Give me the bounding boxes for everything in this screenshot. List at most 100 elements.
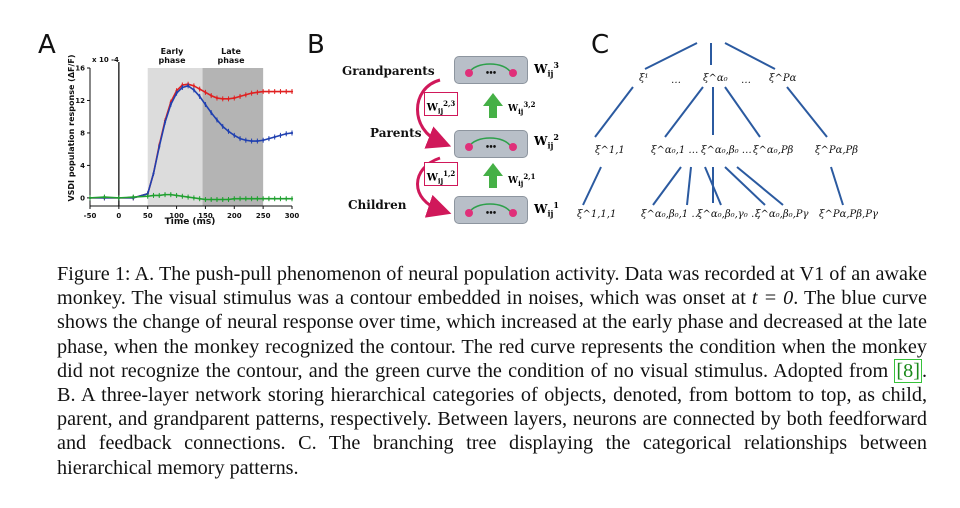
child-layer-box: ••• <box>454 196 528 224</box>
series-0-point <box>204 91 207 94</box>
tree-node-row2-4: ξ^α₀,Pβ <box>753 145 794 156</box>
series-2-point <box>204 198 207 201</box>
series-2-point <box>158 194 161 197</box>
x-tick-label: -50 <box>84 212 97 220</box>
y-tick-label: 12 <box>75 97 85 105</box>
series-1-point <box>158 145 161 148</box>
series-2-point <box>181 195 184 198</box>
parent-layer-box: ••• <box>454 130 528 158</box>
series-0-point <box>267 90 271 93</box>
series-1-point <box>262 139 265 142</box>
series-2-point <box>187 195 190 199</box>
figure-caption: Figure 1: A. The push-pull phenomenon of… <box>57 262 927 480</box>
layer-label-grandparents: Grandparents <box>342 64 435 78</box>
series-1-point <box>238 137 242 140</box>
feedforward-arrow-upper <box>483 93 503 118</box>
grandparent-layer-box: ••• <box>454 56 528 84</box>
series-1-point <box>279 134 282 137</box>
series-0-point <box>233 96 236 100</box>
series-2-point <box>290 197 294 200</box>
tree-node-row3-2: ξ^α₀,β₀,1 … <box>641 209 702 220</box>
x-tick-label: 300 <box>285 212 300 220</box>
series-0-point <box>215 96 219 100</box>
series-2-point <box>192 196 195 199</box>
tree-node-row2-5: ξ^Pα,Pβ <box>815 145 859 156</box>
series-0-point <box>210 94 213 97</box>
y-scale-label: x 10 -4 <box>92 56 119 64</box>
tree-node-row1-2: … <box>671 75 681 86</box>
caption-part-3: . B. A three-layer network storing hiera… <box>57 359 927 479</box>
series-2-point <box>152 194 155 197</box>
series-2-point <box>146 195 149 198</box>
feedback-arrow-upper <box>416 78 452 149</box>
tree-node-row2-1: ξ^1,1 <box>595 145 625 156</box>
tree-node-row1-3: ξ^α₀ <box>703 73 728 84</box>
feedback-weight-upper: Wij2,3 <box>424 92 458 116</box>
feedback-arrow-lower <box>416 156 452 218</box>
series-1-point <box>290 131 294 135</box>
series-1-point <box>175 92 178 95</box>
series-1-point <box>152 172 155 175</box>
series-0-point <box>279 90 282 93</box>
series-1-point <box>273 135 276 139</box>
y-tick-label: 8 <box>80 129 85 137</box>
x-tick-label: 50 <box>143 212 153 220</box>
y-axis-label: VSDI population response (ΔF/F) <box>67 54 76 201</box>
x-tick-label: 200 <box>227 212 242 220</box>
series-2-point <box>256 197 259 200</box>
tree-node-row2-2: ξ^α₀,1 … <box>651 145 699 156</box>
series-0-point <box>256 91 259 94</box>
series-0-point <box>290 90 294 93</box>
series-1-point <box>163 121 167 124</box>
caption-t-expression: t = 0 <box>751 287 794 310</box>
citation-link[interactable]: [8] <box>894 358 922 383</box>
phase-region-1 <box>202 68 264 206</box>
weight-label-w2: Wij2 <box>534 132 559 151</box>
tree-node-row2-3: ξ^α₀,β₀ … <box>701 145 752 156</box>
neuron-group-icon: ••• <box>465 203 517 219</box>
series-2-point <box>273 197 276 200</box>
late-phase-label-1: Late <box>221 47 241 56</box>
x-tick-label: 100 <box>169 212 184 220</box>
series-0-point <box>227 97 230 100</box>
tree-node-row3-3: ξ^α₀,β₀,γ₀ … <box>697 209 761 220</box>
series-2-point <box>88 196 92 199</box>
tree-node-row3-4: ξ^α₀,β₀,Pγ <box>755 209 809 220</box>
series-2-point <box>103 195 106 199</box>
series-2-point <box>244 197 247 200</box>
series-1-point <box>221 125 224 128</box>
layer-label-parents: Parents <box>370 126 422 140</box>
series-1-point <box>285 132 288 135</box>
series-1-point <box>233 134 236 137</box>
weight-label-w1: Wij1 <box>534 200 559 219</box>
late-phase-label-2: phase <box>217 56 245 65</box>
tree-node-row3-1: ξ^1,1,1 <box>577 209 617 220</box>
feedforward-weight-lower: Wij2,1 <box>508 172 536 188</box>
series-1-point <box>169 103 172 106</box>
svg-text:•••: ••• <box>486 68 497 79</box>
series-2-point <box>238 197 242 200</box>
series-1-point <box>267 137 271 140</box>
caption-part-2: . The blue curve shows the change of neu… <box>57 287 927 382</box>
neuron-group-icon: ••• <box>465 63 517 79</box>
series-2-point <box>117 196 120 199</box>
panel-c-letter: C <box>591 30 610 60</box>
early-phase-label-1: Early <box>161 47 185 56</box>
series-2-point <box>198 197 201 200</box>
series-0-point <box>238 95 242 98</box>
x-axis-label: Time (ms) <box>165 217 216 227</box>
series-1-point <box>198 95 201 98</box>
series-0-point <box>262 90 265 93</box>
series-2-point <box>215 198 219 201</box>
panel-b-letter: B <box>307 30 325 60</box>
tree-node-row1-4: … <box>741 75 751 86</box>
series-1-point <box>192 88 195 92</box>
series-2-point <box>175 194 178 197</box>
series-0-point <box>250 92 253 95</box>
series-2-point <box>279 197 282 200</box>
x-tick-label: 0 <box>116 212 121 220</box>
series-2-point <box>210 198 213 201</box>
series-1-point <box>204 103 207 106</box>
series-2-point <box>169 193 172 196</box>
series-0-point <box>192 84 195 87</box>
